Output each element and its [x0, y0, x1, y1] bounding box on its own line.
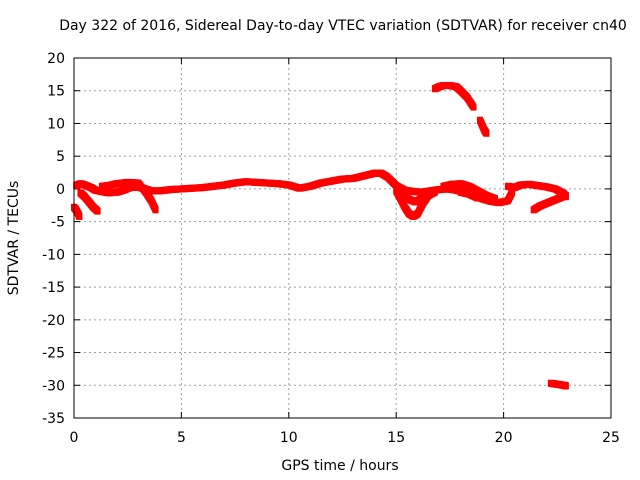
grid-lines	[74, 58, 611, 418]
x-tick-label: 0	[70, 430, 79, 446]
data-point	[470, 103, 477, 111]
x-tick-label: 25	[602, 430, 620, 446]
x-tick-label: 15	[387, 430, 405, 446]
data-point	[509, 188, 516, 196]
series-group	[431, 81, 490, 137]
data-point	[474, 194, 481, 202]
series-group	[77, 178, 159, 215]
y-tick-label: 15	[47, 84, 65, 100]
y-tick-label: -10	[42, 247, 65, 263]
data-point	[492, 195, 499, 203]
x-axis-label: GPS time / hours	[281, 458, 398, 474]
y-tick-label: -30	[42, 378, 65, 394]
y-tick-label: 20	[47, 51, 65, 67]
chart-title: Day 322 of 2016, Sidereal Day-to-day VTE…	[59, 18, 627, 34]
y-tick-label: -20	[42, 313, 65, 329]
axis-ticks: 0 5 10 15 20 25 20 15 10 5 0 -5 -10 -15 -20 -25 -30 -35	[42, 51, 620, 446]
data-point	[152, 206, 159, 214]
series-group	[71, 203, 83, 220]
y-axis-label: SDTVAR / TECUs	[6, 181, 22, 296]
data-point	[94, 207, 101, 215]
data-point	[76, 212, 83, 220]
y-tick-label: -15	[42, 280, 65, 296]
data-point	[418, 194, 425, 202]
data-point	[431, 188, 438, 196]
y-tick-label: 0	[56, 182, 65, 198]
y-tick-label: -25	[42, 346, 65, 362]
data-point	[562, 382, 569, 390]
x-tick-label: 20	[495, 430, 513, 446]
y-tick-label: 5	[56, 149, 65, 165]
x-tick-label: 10	[280, 430, 298, 446]
data-point	[562, 191, 569, 199]
y-tick-label: -5	[51, 215, 65, 231]
series-group	[504, 180, 569, 214]
data-points	[71, 81, 569, 390]
y-tick-label: 10	[47, 116, 65, 132]
data-point	[483, 129, 490, 137]
y-tick-label: -35	[42, 411, 65, 427]
x-tick-label: 5	[177, 430, 186, 446]
series-group	[547, 379, 569, 390]
plot-frame	[73, 57, 612, 419]
series-group	[393, 180, 499, 220]
